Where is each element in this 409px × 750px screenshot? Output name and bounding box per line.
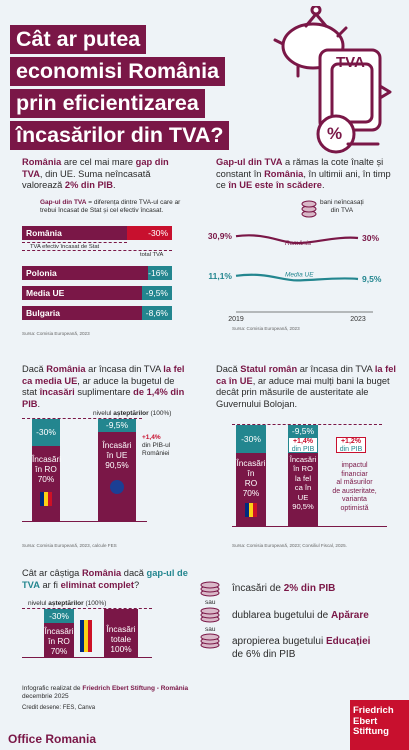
s5-level-label: nivelul așteptărilor (100%) xyxy=(28,600,107,607)
romania-flag-icon xyxy=(80,620,92,652)
title-line-4: încasărilor din TVA? xyxy=(10,121,230,150)
s3-ro-gap: -30% xyxy=(32,419,60,446)
s3-eu-column: Încasări în UE 90,5% xyxy=(98,432,136,521)
s4-ro-gap: -30% xyxy=(236,425,266,453)
bar-polonia-value: -16% xyxy=(148,266,172,280)
credit-line: Infografic realizat de Friedrich Ebert S… xyxy=(22,685,189,700)
title-line-2: economisi România xyxy=(10,57,226,86)
total-label: total TVA xyxy=(140,252,164,258)
s4-baseline xyxy=(232,526,387,527)
s4-ro-column: Încasări în RO 70% xyxy=(236,453,266,526)
line-point-label: 11,1% xyxy=(208,271,232,281)
line-point-label: 9,5% xyxy=(362,274,382,284)
s4-plus-14: +1,4% din PIB xyxy=(288,437,318,453)
piggy-bank-tva-illustration xyxy=(273,6,392,154)
bar-romania: România -30% xyxy=(22,226,172,240)
s3-plus-note: +1,4% din PIB-ul României xyxy=(142,434,171,457)
sau-2: sau xyxy=(205,626,216,633)
fes-logo: Friedrich Ebert Stiftung xyxy=(350,700,409,750)
source-2: Sursa: Comisia Europeană, 2023 xyxy=(232,326,300,331)
bar-bulgaria: Bulgaria -8,6% xyxy=(22,306,172,320)
bar-romania-value: -30% xyxy=(127,226,172,240)
line-series-name: Media UE xyxy=(285,271,314,278)
section4-text: Dacă Statul român ar încasa din TVA la f… xyxy=(216,364,397,409)
line-series-media-ue xyxy=(235,273,359,282)
bar-bulgaria-value: -8,6% xyxy=(142,306,172,320)
intro-text: România are cel mai mare gap din TVA, di… xyxy=(22,157,169,190)
title-line-1: Cât ar putea xyxy=(10,25,147,54)
gap-definition: Gap-ul din TVA = diferența dintre TVA-ul… xyxy=(40,199,181,214)
option-2: dublarea bugetului de Apărare xyxy=(232,610,369,621)
tva-doc-label: TVA xyxy=(336,54,365,71)
line-series-name: România xyxy=(285,240,311,247)
effective-bracket xyxy=(22,242,127,243)
line-intro-text: Gap-ul din TVA a rămas la cote înalte și… xyxy=(216,157,391,190)
line-series-romania xyxy=(235,234,359,245)
s3-level-line xyxy=(22,418,142,419)
eu-flag-icon xyxy=(110,480,124,494)
source-1: Sursa: Comisia Europeană, 2023 xyxy=(22,331,90,336)
s5-ro-column: Încasări în RO 70% xyxy=(44,623,74,657)
s5-total-column: Încasări totale 100% xyxy=(104,609,138,657)
bar-media-ue: Media UE -9,5% xyxy=(22,286,172,300)
percent-icon: % xyxy=(327,124,343,143)
bar-bulgaria-label: Bulgaria xyxy=(22,306,159,320)
source-4: Sursa: Comisia Europeană, 2023; Consiliu… xyxy=(232,543,347,548)
source-3: Sursa: Comisia Europeană, 2023, calcule … xyxy=(22,543,117,548)
line-point-label: 30,9% xyxy=(208,231,232,241)
coin-stack-icons xyxy=(200,581,220,649)
section5-text: Cât ar câștiga România dacă gap-ul de TV… xyxy=(22,568,188,590)
s5-gap: -30% xyxy=(44,609,74,623)
s5-baseline xyxy=(22,657,152,658)
x-tick-label: 2019 xyxy=(228,316,244,323)
option-1: încasări de 2% din PIB xyxy=(232,583,336,594)
bar-romania-label: România xyxy=(22,226,127,240)
line-chart: 30,9% 30% România 11,1% 9,5% Media UE 2019 2023 xyxy=(208,231,382,323)
bar-media-ue-value: -9,5% xyxy=(142,286,172,300)
s4-level-line xyxy=(232,424,382,425)
title-line-3: prin eficientizarea xyxy=(10,89,205,118)
s3-eu-gap: -9,5% xyxy=(98,419,136,432)
bar-polonia-label: Polonia xyxy=(22,266,148,280)
romania-flag-icon xyxy=(40,492,52,506)
option-3: apropierea bugetului Educației de 6% din … xyxy=(232,636,371,660)
x-tick-label: 2023 xyxy=(350,316,366,323)
s3-level-label: nivelul așteptărilor (100%) xyxy=(93,410,172,417)
effective-label: TVA efectiv încasat de Stat xyxy=(30,244,100,250)
s4-eu-gap: -9,5% xyxy=(288,425,318,437)
s4-plus-12: +1,2% din PIB xyxy=(336,437,366,453)
bar-polonia: Polonia -16% xyxy=(22,266,172,280)
s3-ro-column: Încasări în RO 70% xyxy=(32,446,61,521)
coins-icon xyxy=(301,200,317,218)
section3-text: Dacă România ar încasa din TVA la fel ca… xyxy=(22,364,185,409)
credit-drawings: Credit desene: FES, Canva xyxy=(22,705,96,711)
line-legend: bani neîncasați din TVA xyxy=(320,199,364,214)
line-point-label: 30% xyxy=(362,233,379,243)
bar-media-ue-label: Media UE xyxy=(22,286,158,300)
s5-level-line xyxy=(22,608,152,609)
office-romania: Office Romania xyxy=(8,732,97,746)
romania-flag-icon xyxy=(245,503,257,517)
total-bracket xyxy=(22,250,172,251)
s4-eu-column: Încasări în RO la fel ca în UE 90,5% xyxy=(288,453,318,526)
s3-baseline xyxy=(22,521,147,522)
s4-impact-note: impactul financiar al măsurilor de austerit… xyxy=(332,462,377,512)
sau-1: sau xyxy=(205,599,216,606)
